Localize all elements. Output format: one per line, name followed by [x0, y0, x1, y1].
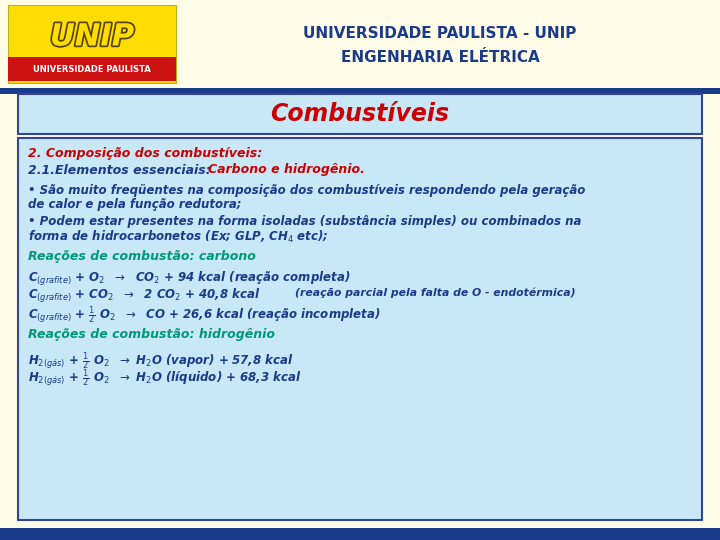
- Text: UNIVERSIDADE PAULISTA: UNIVERSIDADE PAULISTA: [33, 64, 151, 73]
- Text: C$_{(grafite)}$ + CO$_2$  $\rightarrow$  2 CO$_2$ + 40,8 kcal: C$_{(grafite)}$ + CO$_2$ $\rightarrow$ 2…: [28, 287, 261, 305]
- Bar: [0, 0, 720, 88]
- Text: UNIP: UNIP: [50, 23, 134, 51]
- Text: C$_{(grafite)}$ + O$_2$  $\rightarrow$  CO$_2$ + 94 kcal (reação completa): C$_{(grafite)}$ + O$_2$ $\rightarrow$ CO…: [28, 270, 351, 288]
- Bar: [8, 57, 176, 81]
- Bar: [18, 138, 702, 520]
- Text: C$_{(grafite)}$ + $\frac{1}{2}$ O$_2$  $\rightarrow$  CO + 26,6 kcal (reação inc: C$_{(grafite)}$ + $\frac{1}{2}$ O$_2$ $\…: [28, 304, 380, 326]
- Bar: [0, 88, 720, 94]
- Text: Carbono e hidrogênio.: Carbono e hidrogênio.: [208, 164, 365, 177]
- Text: 2. Composição dos combustíveis:: 2. Composição dos combustíveis:: [28, 146, 262, 159]
- Text: 2.1.Elementos essenciais:: 2.1.Elementos essenciais:: [28, 164, 215, 177]
- Text: Reações de combustão: hidrogênio: Reações de combustão: hidrogênio: [28, 328, 275, 341]
- Text: de calor e pela função redutora;: de calor e pela função redutora;: [28, 198, 241, 211]
- Text: H$_{2(gás)}$ + $\frac{1}{2}$ O$_2$  $\rightarrow$ H$_2$O (líquido) + 68,3 kcal: H$_{2(gás)}$ + $\frac{1}{2}$ O$_2$ $\rig…: [28, 367, 302, 389]
- Text: Reações de combustão: carbono: Reações de combustão: carbono: [28, 250, 256, 263]
- Bar: [8, 5, 176, 83]
- Text: Combustíveis: Combustíveis: [271, 102, 449, 126]
- Text: H$_{2(gás)}$ + $\frac{1}{2}$ O$_2$  $\rightarrow$ H$_2$O (vapor) + 57,8 kcal: H$_{2(gás)}$ + $\frac{1}{2}$ O$_2$ $\rig…: [28, 350, 294, 372]
- Bar: [18, 94, 702, 134]
- Text: • Podem estar presentes na forma isoladas (substância simples) ou combinados na: • Podem estar presentes na forma isolada…: [28, 215, 581, 228]
- Text: forma de hidrocarbonetos (Ex; GLP, CH$_4$ etc);: forma de hidrocarbonetos (Ex; GLP, CH$_4…: [28, 229, 329, 245]
- Text: • São muito freqüentes na composição dos combustíveis respondendo pela geração: • São muito freqüentes na composição dos…: [28, 184, 585, 197]
- Text: ENGENHARIA ELÉTRICA: ENGENHARIA ELÉTRICA: [341, 51, 539, 65]
- Bar: [0, 528, 720, 540]
- Text: UNIP: UNIP: [50, 23, 134, 51]
- Text: (reação parcial pela falta de O - endotérmica): (reação parcial pela falta de O - endoté…: [295, 287, 575, 298]
- Text: UNIVERSIDADE PAULISTA - UNIP: UNIVERSIDADE PAULISTA - UNIP: [303, 25, 577, 40]
